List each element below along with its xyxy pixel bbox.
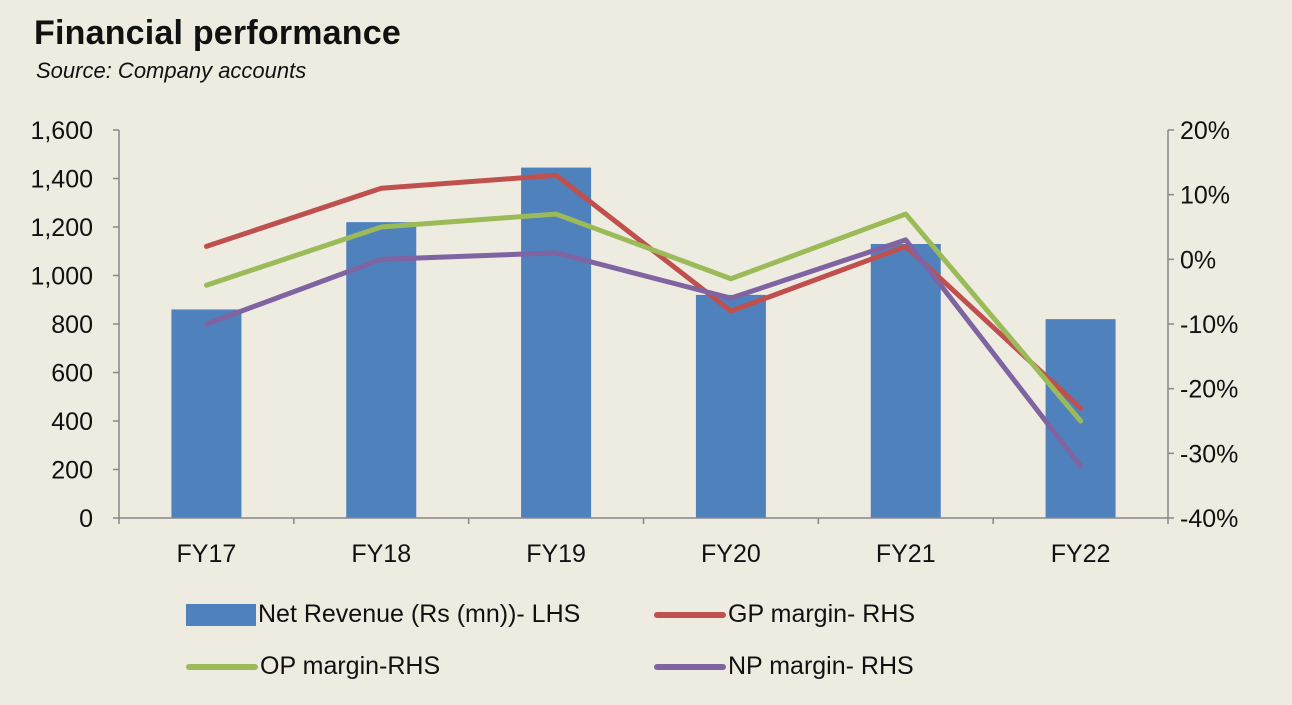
- legend-item-gp-margin: GP margin- RHS: [654, 600, 915, 629]
- legend-swatch-np-margin: [654, 663, 726, 670]
- legend-label-net-revenue: Net Revenue (Rs (mn))- LHS: [258, 600, 581, 628]
- legend-swatch-gp-margin: [654, 611, 726, 618]
- right-axis-tick-label: -30%: [1180, 440, 1238, 468]
- bar-net-revenue-fy20: [695, 294, 766, 518]
- np-margin-line: [203, 237, 1084, 469]
- x-axis-tick-label: FY18: [351, 540, 411, 568]
- legend-label-gp-margin: GP margin- RHS: [728, 600, 916, 628]
- left-axis-tick-label: 400: [51, 408, 93, 436]
- bar-net-revenue-fy21: [870, 243, 941, 518]
- legend-item-net-revenue: Net Revenue (Rs (mn))- LHS: [186, 600, 580, 629]
- legend-item-np-margin: NP margin- RHS: [654, 652, 914, 681]
- legend-item-op-margin: OP margin-RHS: [186, 652, 440, 681]
- x-axis-tick-label: FY22: [1051, 540, 1111, 568]
- x-axis-tick-label: FY20: [701, 540, 761, 568]
- left-axis-tick-label: 1,200: [30, 214, 93, 242]
- gp-margin-line: [203, 172, 1084, 411]
- left-axis-tick-label: 1,400: [30, 166, 93, 194]
- legend-label-np-margin: NP margin- RHS: [728, 652, 914, 680]
- left-axis-tick-label: 600: [51, 360, 93, 388]
- x-axis-tick-label: FY17: [177, 540, 237, 568]
- combo-chart: 0 200 400 600 800 1,000 1,200 1,400 1,600 -40% -30…: [30, 117, 1238, 568]
- x-axis-tick-label: FY19: [526, 540, 586, 568]
- bar-net-revenue-fy18: [346, 222, 417, 518]
- right-axis-tick-label: 20%: [1180, 117, 1230, 145]
- op-margin-line: [203, 211, 1084, 424]
- right-axis-tick-label: 0%: [1180, 246, 1216, 274]
- right-axis-tick-label: -10%: [1180, 311, 1238, 339]
- left-axis-tick-label: 1,000: [30, 263, 93, 291]
- x-axis-tick-label: FY21: [876, 540, 936, 568]
- chart-subtitle: Source: Company accounts: [36, 58, 307, 83]
- left-axis-tick-label: 800: [51, 311, 93, 339]
- bar-net-revenue-fy17: [171, 309, 242, 518]
- legend-label-op-margin: OP margin-RHS: [260, 652, 441, 680]
- legend-swatch-op-margin: [186, 663, 258, 670]
- left-axis-tick-label: 200: [51, 457, 93, 485]
- bar-net-revenue-fy19: [521, 167, 592, 518]
- right-axis-tick-label: 10%: [1180, 182, 1230, 210]
- left-axis-tick-label: 0: [79, 505, 93, 533]
- chart-title: Financial performance: [34, 14, 401, 52]
- legend-swatch-net-revenue: [186, 603, 256, 626]
- right-axis-tick-label: -40%: [1180, 505, 1238, 533]
- right-axis-tick-label: -20%: [1180, 376, 1238, 404]
- left-axis-tick-label: 1,600: [30, 117, 93, 145]
